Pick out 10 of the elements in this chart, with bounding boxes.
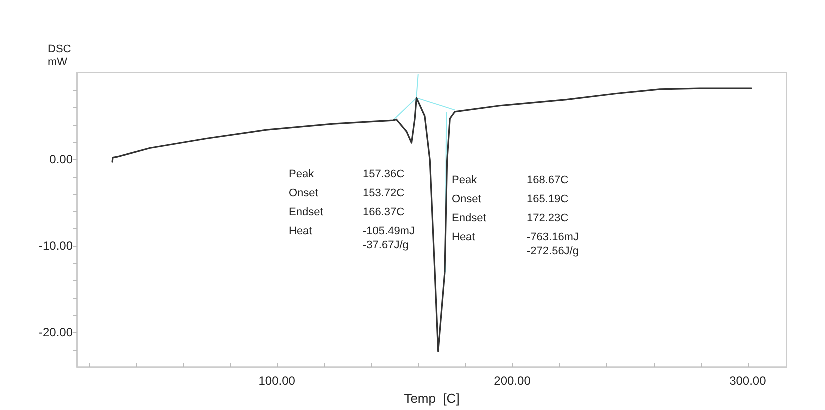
- x-tick-label: 200.00: [494, 374, 532, 388]
- x-tick-label: 300.00: [730, 374, 767, 388]
- y-tick-label: -10.00: [38, 239, 74, 253]
- text: Peak 168.67C Onset 165.19C Endset 172.23C Heat -763.16mJ -272.56J/g: [452, 174, 579, 258]
- text: Peak 157.36C Onset 153.72C Endset 166.37C Heat -105.49mJ -37.67J/g: [289, 168, 415, 252]
- y-tick-label: 0.00: [50, 152, 74, 166]
- y-tick-label: -20.00: [38, 326, 74, 340]
- x-tick-label: 100.00: [258, 374, 296, 388]
- y-axis-title: DSC mW: [48, 44, 72, 68]
- x-axis-title: Temp [C]: [404, 391, 460, 406]
